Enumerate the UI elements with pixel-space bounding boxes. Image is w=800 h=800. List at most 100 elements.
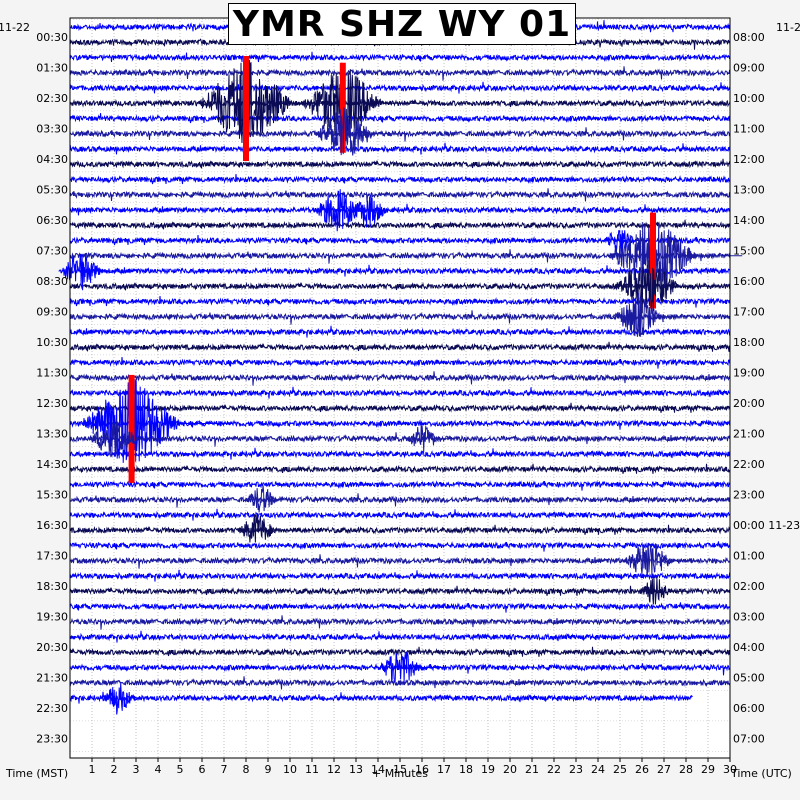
trace-line [69, 386, 731, 399]
trace-line [69, 615, 731, 630]
x-tick-label: 27 [657, 763, 671, 776]
right-time-label: 18:00 [733, 336, 765, 349]
event-waveform [377, 651, 445, 683]
trace-line [69, 371, 731, 386]
event-waveform [300, 62, 427, 143]
trace-line [69, 480, 731, 491]
right-time-label: 09:00 [733, 62, 765, 75]
left-axis-label: Time (MST) [5, 767, 68, 780]
x-tick-label: 18 [459, 763, 473, 776]
trace-line [69, 356, 731, 369]
left-time-label: 19:30 [36, 611, 68, 624]
trace-line [69, 173, 731, 185]
trace-line [69, 264, 731, 277]
left-date-label: 11-22 [0, 21, 30, 34]
right-time-label: 05:00 [733, 672, 765, 685]
trace-line [69, 569, 731, 582]
grid [70, 18, 730, 758]
left-time-label: 04:30 [36, 153, 68, 166]
trace-line [69, 219, 731, 230]
event-waveform [88, 419, 165, 458]
event-waveform [81, 379, 233, 473]
trace-line [69, 158, 731, 169]
trace-line [69, 280, 731, 291]
right-time-label: 14:00 [733, 214, 765, 227]
left-time-label: 03:30 [36, 123, 68, 136]
right-time-label: 13:00 [733, 184, 765, 197]
right-time-label: 08:00 [733, 31, 765, 44]
x-axis-ticks: 1 2 3 4 5 6 7 8 9 10 11 12 13 14 15 16 17 18 19 20 21 22 23 24 2… [89, 758, 737, 776]
right-time-label: 21:00 [733, 428, 765, 441]
x-tick-label: 4 [155, 763, 162, 776]
x-tick-label: 15 [393, 763, 407, 776]
right-time-label: 17:00 [733, 306, 765, 319]
right-time-label: 06:00 [733, 702, 765, 715]
event-waveform [349, 193, 409, 228]
trace-line [69, 691, 693, 704]
x-tick-label: 30 [723, 763, 737, 776]
left-time-label: 00:30 [36, 31, 68, 44]
left-time-label: 10:30 [36, 336, 68, 349]
x-tick-label: 29 [701, 763, 715, 776]
left-time-label: 06:30 [36, 214, 68, 227]
trace-line [69, 325, 731, 338]
clipped-event-marker [128, 374, 135, 483]
x-tick-label: 25 [613, 763, 627, 776]
trace-line [69, 66, 731, 81]
right-time-label: 11:00 [733, 123, 765, 136]
right-time-label: 00:00 11-23 [733, 519, 800, 532]
right-time-label: 03:00 [733, 611, 765, 624]
trace-line [69, 554, 731, 569]
x-tick-label: 10 [283, 763, 297, 776]
event-waveform [313, 107, 407, 156]
left-time-label: 12:30 [36, 397, 68, 410]
x-tick-label: 2 [111, 763, 118, 776]
x-tick-label: 11 [305, 763, 319, 776]
trace-line [69, 630, 731, 643]
x-tick-label: 17 [437, 763, 451, 776]
left-time-label: 21:30 [36, 672, 68, 685]
x-tick-label: 6 [199, 763, 206, 776]
chart-title: YMR SHZ WY 01 [232, 3, 572, 45]
right-time-label: 15:00 [733, 245, 765, 258]
x-axis-label: + Minutes [372, 767, 428, 780]
right-axis-label: Time (UTC) [730, 767, 792, 780]
event-waveform [612, 260, 714, 314]
right-time-labels: 08:00 09:00 10:00 11:00 12:00 13:00 14:00 15:00… [733, 31, 800, 746]
x-tick-label: 26 [635, 763, 649, 776]
left-time-label: 18:30 [36, 580, 68, 593]
right-time-label: 01:00 [733, 550, 765, 563]
trace-line [69, 676, 731, 690]
x-tick-label: 28 [679, 763, 693, 776]
trace-line [69, 81, 731, 94]
left-time-label: 15:30 [36, 489, 68, 502]
trace-line [69, 51, 731, 63]
right-time-label: 23:00 [733, 489, 765, 502]
right-time-label: 10:00 [733, 92, 765, 105]
right-time-label: 19:00 [733, 367, 765, 380]
event-waveform [623, 542, 699, 578]
left-time-label: 02:30 [36, 92, 68, 105]
left-time-label: 07:30 [36, 245, 68, 258]
right-time-label: 16:00 [733, 275, 765, 288]
x-tick-label: 16 [415, 763, 429, 776]
trace-line [69, 188, 731, 203]
trace-line [69, 142, 731, 155]
x-tick-label: 13 [349, 763, 363, 776]
right-time-label: 07:00 [733, 733, 765, 746]
trace-line [69, 447, 731, 460]
x-tick-label: 19 [481, 763, 495, 776]
chart-title-box: YMR SHZ WY 01 [228, 3, 576, 45]
trace-line [69, 585, 731, 596]
trace-line [69, 646, 731, 657]
left-time-label: 16:30 [36, 519, 68, 532]
x-tick-label: 24 [591, 763, 605, 776]
event-waveform [99, 682, 155, 715]
x-tick-label: 7 [221, 763, 228, 776]
left-time-label: 14:30 [36, 458, 68, 471]
trace-line [69, 295, 731, 308]
left-time-label: 09:30 [36, 306, 68, 319]
trace-line [69, 493, 731, 508]
x-tick-label: 8 [243, 763, 250, 776]
event-waveform [244, 485, 295, 513]
